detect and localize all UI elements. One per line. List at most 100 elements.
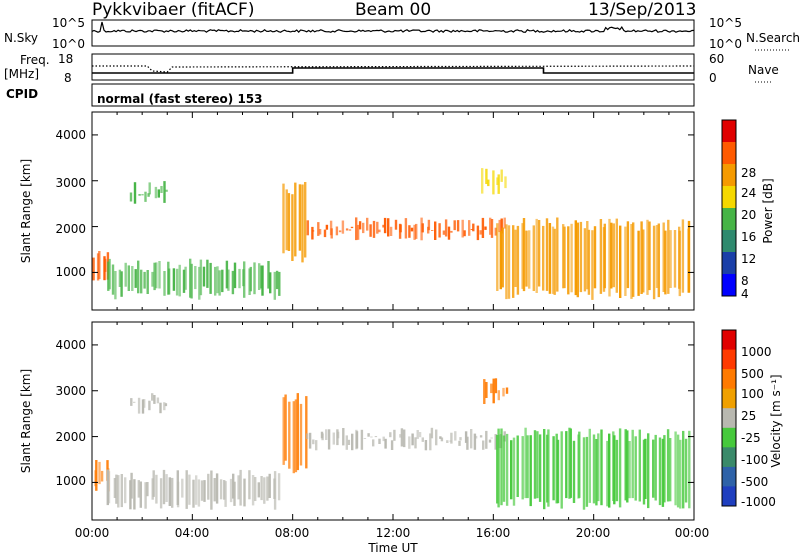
- data-cell: [545, 218, 549, 291]
- data-cell: [595, 439, 598, 506]
- data-cell: [421, 223, 424, 233]
- data-cell: [474, 435, 478, 439]
- data-cell: [175, 268, 179, 296]
- data-cell: [311, 226, 314, 240]
- data-cell: [209, 262, 212, 294]
- data-cell: [565, 431, 568, 499]
- data-cell: [155, 474, 158, 504]
- data-cell: [347, 439, 351, 445]
- data-cell: [512, 225, 515, 298]
- data-cell: [535, 218, 538, 293]
- data-cell: [537, 220, 541, 287]
- data-cell: [140, 269, 143, 294]
- velocity-ytick: 1000: [55, 474, 86, 488]
- data-cell: [593, 226, 597, 289]
- data-cell: [358, 221, 362, 230]
- data-cell: [243, 261, 246, 298]
- data-cell: [231, 270, 235, 295]
- data-cell: [348, 229, 352, 231]
- data-cell: [362, 222, 365, 234]
- data-cell: [393, 429, 396, 441]
- data-cell: [608, 433, 611, 508]
- data-cell: [224, 481, 227, 507]
- data-cell: [479, 230, 482, 235]
- data-cell: [181, 478, 184, 498]
- noise-left-tick-top: 10^5: [52, 16, 85, 30]
- data-cell: [95, 460, 98, 491]
- data-cell: [583, 228, 587, 292]
- data-cell: [369, 224, 372, 237]
- data-cell: [560, 431, 563, 509]
- data-cell: [461, 219, 464, 238]
- data-cell: [207, 473, 210, 500]
- date-title: 13/Sep/2013: [588, 0, 696, 20]
- data-cell: [481, 168, 484, 194]
- data-cell: [197, 479, 201, 507]
- data-cell: [376, 221, 379, 234]
- data-cell: [410, 227, 414, 232]
- data-cell: [490, 383, 493, 394]
- data-cell: [429, 433, 432, 451]
- data-cell: [214, 266, 217, 296]
- data-cell: [275, 270, 279, 290]
- data-cell: [497, 428, 500, 508]
- data-cell: [210, 470, 213, 510]
- data-cell: [215, 473, 219, 504]
- data-cell: [521, 223, 524, 289]
- data-cell: [454, 431, 457, 441]
- data-cell: [543, 429, 546, 510]
- noise-right-label: N.Search: [746, 31, 800, 45]
- data-cell: [536, 431, 539, 499]
- data-cell: [167, 268, 171, 295]
- data-cell: [287, 193, 291, 251]
- colorbar-swatch: [722, 466, 736, 487]
- data-cell: [171, 477, 174, 508]
- data-cell: [597, 433, 600, 502]
- data-cell: [408, 225, 411, 238]
- data-cell: [118, 269, 122, 287]
- data-cell: [481, 217, 485, 238]
- cpid-text: normal (fast stereo) 153: [97, 92, 263, 106]
- freq-line: [92, 67, 694, 74]
- data-cell: [669, 230, 672, 288]
- data-cell: [282, 183, 285, 254]
- colorbar-swatch: [722, 427, 736, 448]
- data-cell: [325, 224, 329, 230]
- colorbar-swatch: [722, 408, 736, 429]
- data-cell: [679, 439, 682, 509]
- colorbar-swatch: [722, 208, 736, 231]
- data-cell: [115, 474, 118, 504]
- data-cell: [655, 225, 659, 288]
- data-cell: [133, 182, 137, 204]
- velocity-cb-tick: -500: [741, 475, 768, 489]
- data-cell: [430, 427, 434, 439]
- colorbar-swatch: [722, 142, 736, 165]
- data-cell: [330, 228, 333, 239]
- data-cell: [588, 428, 591, 503]
- data-cell: [294, 399, 298, 473]
- data-cell: [284, 394, 287, 461]
- data-cell: [411, 433, 414, 446]
- data-cell: [442, 230, 446, 235]
- data-cell: [315, 440, 318, 451]
- nave-right-tick-top: 60: [709, 52, 724, 66]
- data-cell: [124, 477, 127, 504]
- data-cell: [269, 272, 272, 294]
- data-cell: [356, 224, 360, 240]
- data-cell: [638, 429, 641, 502]
- data-cell: [146, 482, 149, 497]
- data-cell: [646, 219, 649, 295]
- data-cell: [301, 184, 304, 263]
- data-cell: [248, 268, 251, 295]
- data-cell: [644, 438, 647, 499]
- data-cell: [485, 382, 488, 398]
- data-cell: [137, 260, 140, 294]
- power-panel: Slant Range [km] 4000 3000 2000 1000 28 …: [19, 111, 775, 311]
- data-cell: [199, 259, 203, 296]
- data-cell: [225, 260, 229, 289]
- data-cell: [336, 431, 340, 439]
- data-cell: [100, 470, 104, 482]
- data-cell: [218, 270, 221, 296]
- data-cell: [232, 473, 235, 499]
